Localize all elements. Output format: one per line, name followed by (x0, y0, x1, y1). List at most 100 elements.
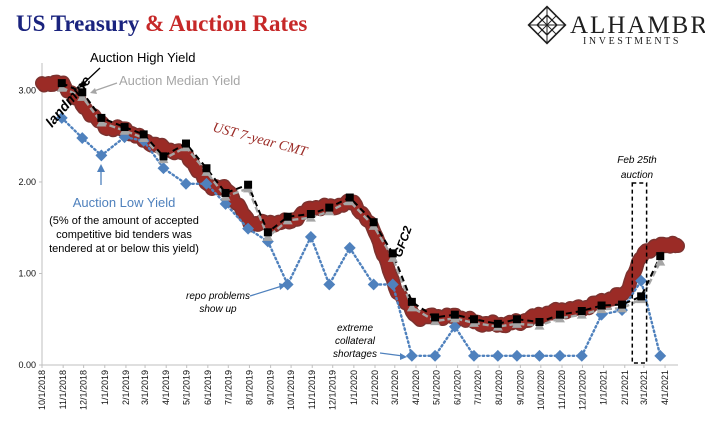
logo-name: ALHAMBRA (570, 12, 705, 39)
auction-high-point (431, 313, 440, 322)
auction-high-point (244, 180, 253, 189)
x-tick-label: 1/1/2021 (599, 370, 609, 405)
auction-high-point (535, 317, 544, 326)
auction-high-point (325, 203, 334, 212)
y-axis-ticks: 0.00 1.00 2.00 3.00 (18, 85, 42, 370)
auction-low-point (367, 278, 380, 291)
x-tick-label: 11/1/2019 (307, 370, 317, 409)
auction-low-point (511, 349, 523, 362)
label-collateral-2: collateral (335, 336, 376, 347)
auction-high-point (78, 88, 87, 97)
x-tick-label: 7/1/2020 (473, 370, 483, 405)
auction-high-point (450, 310, 459, 319)
auction-low-point (76, 132, 89, 144)
x-tick-label: 12/1/2019 (328, 370, 338, 410)
auction-median-point (511, 318, 522, 328)
y-tick-label: 1.00 (18, 268, 36, 278)
auction-high-point (202, 164, 211, 173)
label-auction-median: Auction Median Yield (119, 73, 240, 88)
x-tick-label: 6/1/2019 (203, 370, 213, 405)
label-collateral-3: shortages (333, 349, 377, 360)
auction-high-point (637, 292, 646, 301)
label-ust-7y-cmt: UST 7-year CMT (211, 120, 310, 160)
auction-low-point (491, 349, 504, 362)
auction-low-point (242, 222, 255, 235)
x-tick-label: 12/1/2020 (577, 370, 587, 410)
auction-low-point (180, 177, 192, 190)
auction-low-point (575, 349, 588, 362)
x-tick-label: 10/1/2019 (286, 370, 296, 410)
diamond-logo-icon (527, 5, 567, 45)
x-tick-label: 5/1/2019 (182, 370, 192, 405)
arrowhead-auction-high (79, 81, 86, 88)
auction-high-point (57, 79, 66, 88)
auction-median-point (262, 231, 273, 241)
arrow-auction-median (93, 82, 118, 92)
x-tick-label: 11/1/2018 (58, 370, 68, 409)
x-tick-label: 9/1/2019 (266, 370, 276, 405)
auction-high-point (407, 297, 416, 306)
arrowhead-collateral (400, 353, 407, 360)
x-tick-label: 1/1/2020 (349, 370, 359, 405)
y-tick-label: 2.00 (18, 177, 36, 187)
auction-median-point (77, 91, 88, 101)
auction-high-point (555, 310, 564, 319)
auction-high-point (369, 218, 378, 227)
x-tick-label: 12/1/2018 (79, 370, 89, 410)
auction-high-point (345, 193, 354, 202)
auction-low-note-1: (5% of the amount of accepted (49, 215, 199, 227)
auction-low-point (635, 274, 648, 287)
auction-high-point (469, 315, 478, 324)
chart-title: US Treasury & Auction Rates (16, 11, 307, 36)
title-part-2: & Auction Rates (145, 11, 307, 36)
label-feb25-2: auction (621, 170, 654, 181)
auction-low-point (405, 349, 418, 362)
x-tick-label: 7/1/2019 (223, 370, 233, 405)
arrow-collateral (379, 352, 404, 357)
auction-low-point (468, 349, 480, 362)
x-tick-label: 2/1/2021 (620, 370, 630, 405)
auction-high-point (306, 210, 315, 218)
title-part-1: US Treasury (16, 11, 145, 36)
auction-high-point (493, 319, 502, 328)
x-tick-label: 3/1/2020 (390, 370, 400, 405)
x-tick-label: 10/1/2018 (37, 370, 47, 410)
auction-high-point (120, 123, 129, 132)
x-tick-label: 10/1/2020 (536, 370, 546, 410)
auction-high-point (577, 307, 586, 316)
x-tick-label: 8/1/2019 (244, 370, 254, 405)
auction-low-point (200, 177, 213, 190)
label-gfc2: GFC2 (391, 224, 415, 259)
x-tick-label: 11/1/2020 (557, 370, 567, 409)
x-tick-label: 2/1/2019 (121, 370, 131, 405)
auction-median-point (387, 252, 398, 262)
x-tick-label: 4/1/2021 (660, 370, 670, 405)
auction-low-point (281, 278, 294, 291)
auction-high-point (97, 113, 106, 122)
arrowhead-auction-median (90, 88, 97, 94)
auction-median-point (96, 117, 107, 127)
x-tick-label: 3/1/2019 (140, 370, 150, 405)
auction-high-point (181, 139, 190, 148)
label-repo-1: repo problems (186, 291, 250, 302)
x-tick-label: 9/1/2020 (515, 370, 525, 405)
logo-subtitle: INVESTMENTS (583, 36, 681, 47)
plot-area: 0.00 1.00 2.00 3.00 10/1/2018 11/1/2018 12/1/… (18, 63, 678, 410)
auction-high-point (159, 152, 168, 161)
auction-low-point (343, 241, 356, 254)
auction-high-point (512, 315, 521, 324)
x-tick-label: 4/1/2020 (411, 370, 421, 405)
series-layer (35, 74, 685, 362)
auction-high-point (656, 252, 665, 261)
auction-median-point (56, 82, 67, 92)
auction-low-point (654, 349, 667, 362)
y-tick-label: 3.00 (18, 85, 36, 95)
auction-high-point (388, 249, 397, 258)
label-auction-low: Auction Low Yield (73, 195, 176, 210)
auction-low-point (533, 349, 546, 362)
x-tick-label: 3/1/2021 (639, 370, 649, 405)
alhambra-logo: ALHAMBRA INVESTMENTS (527, 5, 705, 47)
x-tick-label: 4/1/2019 (161, 370, 171, 405)
auction-low-point (554, 349, 566, 362)
auction-high-point (139, 130, 148, 139)
